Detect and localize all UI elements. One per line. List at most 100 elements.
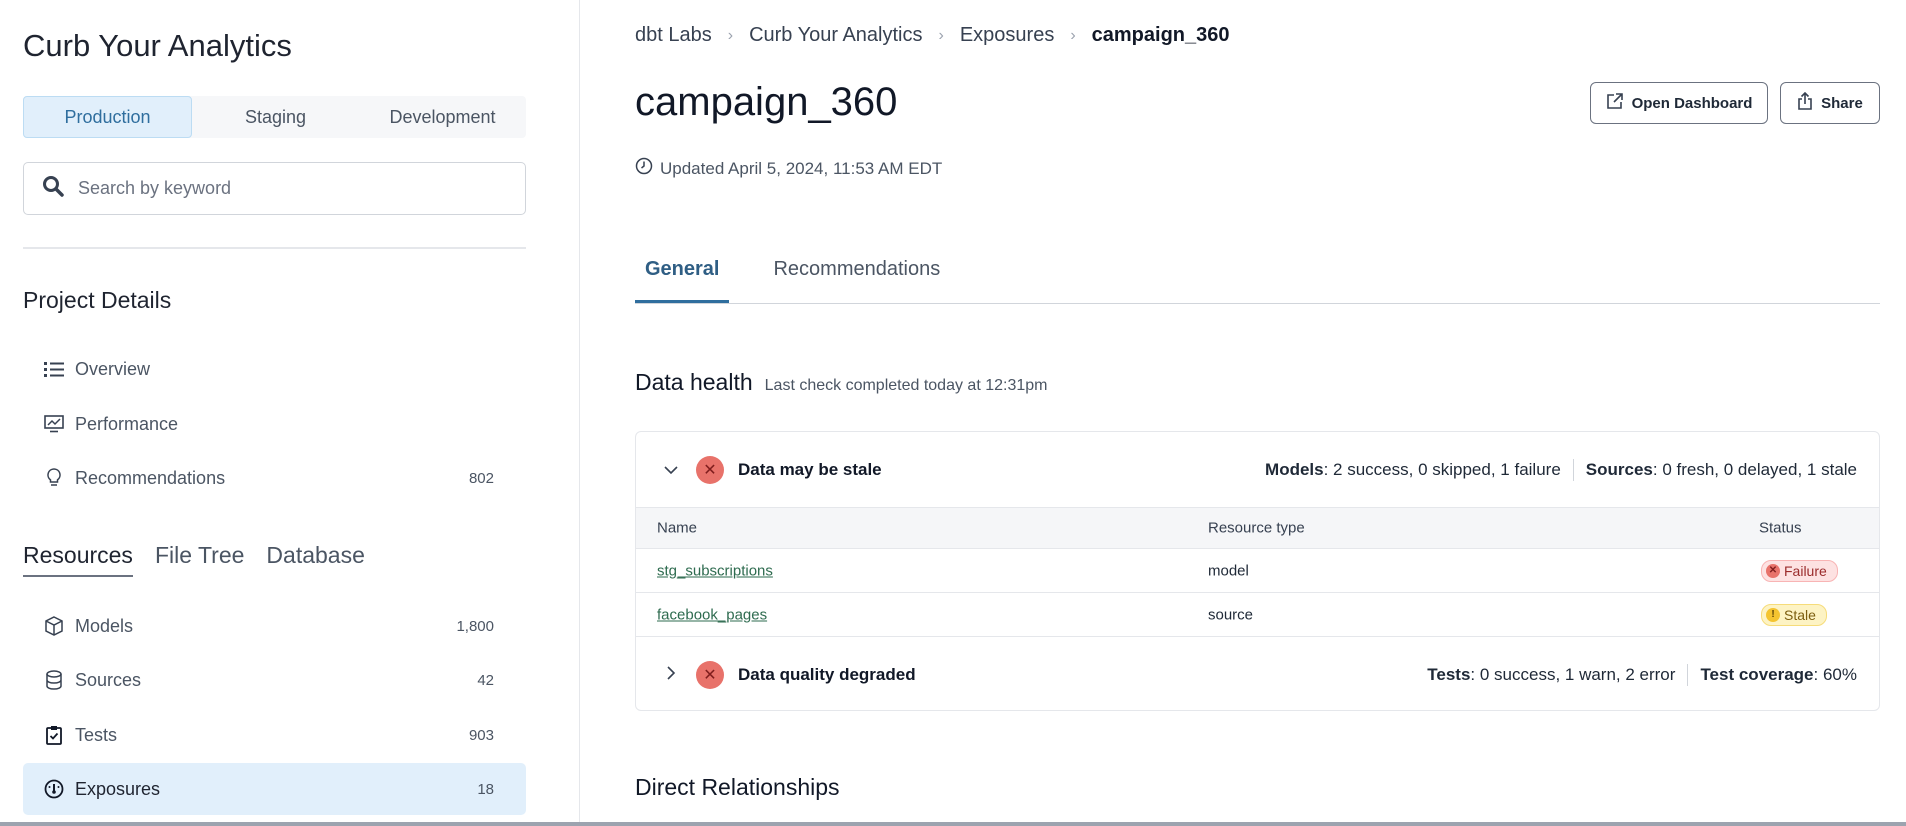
search-input[interactable] bbox=[78, 178, 478, 199]
status-text: Stale bbox=[1784, 606, 1816, 623]
environment-switcher: Production Staging Development bbox=[23, 96, 526, 138]
sidebar-item-tests[interactable]: Tests 903 bbox=[23, 709, 526, 761]
tab-file-tree[interactable]: File Tree bbox=[154, 542, 245, 568]
resource-type: model bbox=[1208, 562, 1249, 579]
quality-label: Data quality degraded bbox=[738, 664, 916, 684]
chevron-right-icon: › bbox=[1070, 26, 1076, 44]
sidebar-item-label: Tests bbox=[75, 724, 118, 745]
table-header: Name Resource type Status bbox=[636, 507, 1879, 549]
search-icon bbox=[42, 175, 64, 202]
sidebar-item-recommendations[interactable]: Recommendations 802 bbox=[23, 452, 526, 504]
env-tab-staging[interactable]: Staging bbox=[244, 106, 307, 127]
tab-resources[interactable]: Resources bbox=[23, 542, 133, 577]
tests-value: : 0 success, 1 warn, 2 error bbox=[1470, 664, 1676, 684]
resource-link[interactable]: facebook_pages bbox=[657, 606, 768, 623]
page-title: campaign_360 bbox=[635, 80, 898, 124]
divider bbox=[1572, 458, 1574, 481]
external-link-icon bbox=[1606, 92, 1624, 114]
chevron-right-icon: › bbox=[938, 26, 944, 44]
stale-label: Data may be stale bbox=[738, 459, 882, 479]
sources-key: Sources bbox=[1585, 459, 1653, 479]
env-tab-production[interactable]: Production bbox=[23, 96, 192, 138]
gauge-icon bbox=[43, 778, 65, 800]
resource-type: source bbox=[1208, 606, 1254, 623]
breadcrumb-item[interactable]: Curb Your Analytics bbox=[749, 24, 923, 46]
resource-link[interactable]: stg_subscriptions bbox=[657, 562, 773, 579]
sidebar-item-sources[interactable]: Sources 42 bbox=[23, 654, 526, 706]
updated-timestamp: Updated April 5, 2024, 11:53 AM EDT bbox=[635, 157, 942, 180]
sidebar-item-count: 802 bbox=[468, 469, 494, 487]
share-button[interactable]: Share bbox=[1780, 82, 1880, 124]
tab-database[interactable]: Database bbox=[266, 542, 365, 568]
status-badge: ! Stale bbox=[1761, 603, 1827, 626]
env-tab-development[interactable]: Development bbox=[389, 106, 496, 127]
coverage-key: Test coverage bbox=[1700, 664, 1814, 684]
sidebar-item-count: 42 bbox=[477, 671, 494, 689]
sidebar-item-count: 18 bbox=[477, 780, 494, 798]
sidebar-item-count: 1,800 bbox=[456, 617, 494, 635]
column-header-name: Name bbox=[657, 519, 698, 537]
sidebar-item-performance[interactable]: Performance bbox=[23, 398, 526, 450]
data-health-heading: Data health Last check completed today a… bbox=[635, 369, 1047, 396]
divider bbox=[23, 247, 526, 249]
project-title: Curb Your Analytics bbox=[23, 28, 292, 63]
cube-icon bbox=[43, 615, 65, 637]
sidebar: Curb Your Analytics Production Staging D… bbox=[0, 0, 580, 826]
status-text: Failure bbox=[1784, 562, 1827, 579]
quality-stats: Tests: 0 success, 1 warn, 2 error Test c… bbox=[1427, 663, 1857, 686]
updated-text: Updated April 5, 2024, 11:53 AM EDT bbox=[660, 158, 943, 178]
tab-recommendations[interactable]: Recommendations bbox=[773, 258, 941, 280]
data-health-title: Data health bbox=[635, 369, 753, 395]
sidebar-item-label: Sources bbox=[75, 669, 142, 690]
chevron-right-icon[interactable] bbox=[664, 665, 678, 685]
stale-section-header[interactable]: ✕ Data may be stale Models: 2 success, 0… bbox=[636, 432, 1879, 507]
column-header-resource-type: Resource type bbox=[1208, 519, 1305, 537]
warning-icon: ! bbox=[1766, 607, 1780, 622]
lightbulb-icon bbox=[43, 467, 65, 489]
failure-x-icon: ✕ bbox=[1766, 563, 1780, 578]
breadcrumb-item[interactable]: dbt Labs bbox=[635, 24, 712, 46]
chevron-right-icon: › bbox=[727, 26, 734, 44]
error-x-icon: ✕ bbox=[696, 660, 724, 689]
open-dashboard-label: Open Dashboard bbox=[1631, 94, 1753, 112]
clipboard-check-icon bbox=[43, 724, 65, 746]
chart-monitor-icon bbox=[43, 413, 65, 435]
column-header-status: Status bbox=[1759, 519, 1802, 537]
database-icon bbox=[43, 669, 65, 691]
coverage-value: : 60% bbox=[1813, 664, 1857, 684]
sidebar-item-label: Overview bbox=[75, 358, 151, 379]
divider bbox=[1687, 663, 1689, 686]
status-badge: ✕ Failure bbox=[1761, 559, 1838, 582]
share-icon bbox=[1797, 91, 1813, 114]
breadcrumb-item[interactable]: Exposures bbox=[959, 24, 1055, 46]
sidebar-item-label: Performance bbox=[75, 413, 179, 434]
sidebar-item-exposures[interactable]: Exposures 18 bbox=[23, 763, 526, 815]
tests-key: Tests bbox=[1427, 664, 1471, 684]
list-icon bbox=[43, 358, 65, 380]
sidebar-item-models[interactable]: Models 1,800 bbox=[23, 600, 526, 652]
main-tabs: General Recommendations bbox=[635, 258, 1880, 304]
search-box bbox=[23, 162, 526, 215]
sidebar-item-label: Recommendations bbox=[75, 467, 226, 488]
sidebar-item-label: Models bbox=[75, 615, 134, 636]
breadcrumb: dbt Labs › Curb Your Analytics › Exposur… bbox=[635, 24, 1230, 47]
models-key: Models bbox=[1265, 459, 1324, 479]
project-details-heading: Project Details bbox=[23, 287, 172, 313]
data-health-card: ✕ Data may be stale Models: 2 success, 0… bbox=[635, 431, 1880, 711]
quality-section-header[interactable]: ✕ Data quality degraded Tests: 0 success… bbox=[636, 637, 1879, 710]
data-health-subtitle: Last check completed today at 12:31pm bbox=[764, 377, 1048, 394]
error-x-icon: ✕ bbox=[696, 455, 724, 484]
sidebar-item-label: Exposures bbox=[75, 778, 161, 799]
table-row: stg_subscriptions model ✕ Failure bbox=[636, 549, 1879, 593]
sidebar-item-overview[interactable]: Overview bbox=[23, 343, 526, 395]
sources-value: : 0 fresh, 0 delayed, 1 stale bbox=[1652, 459, 1857, 479]
chevron-down-icon[interactable] bbox=[664, 460, 678, 480]
sidebar-item-count: 903 bbox=[468, 726, 494, 744]
models-value: : 2 success, 0 skipped, 1 failure bbox=[1323, 459, 1561, 479]
tab-general[interactable]: General bbox=[635, 258, 730, 303]
breadcrumb-current: campaign_360 bbox=[1091, 24, 1230, 46]
open-dashboard-button[interactable]: Open Dashboard bbox=[1590, 82, 1768, 124]
stale-stats: Models: 2 success, 0 skipped, 1 failure … bbox=[1265, 458, 1857, 481]
direct-relationships-heading: Direct Relationships bbox=[635, 774, 840, 800]
share-label: Share bbox=[1821, 94, 1863, 112]
